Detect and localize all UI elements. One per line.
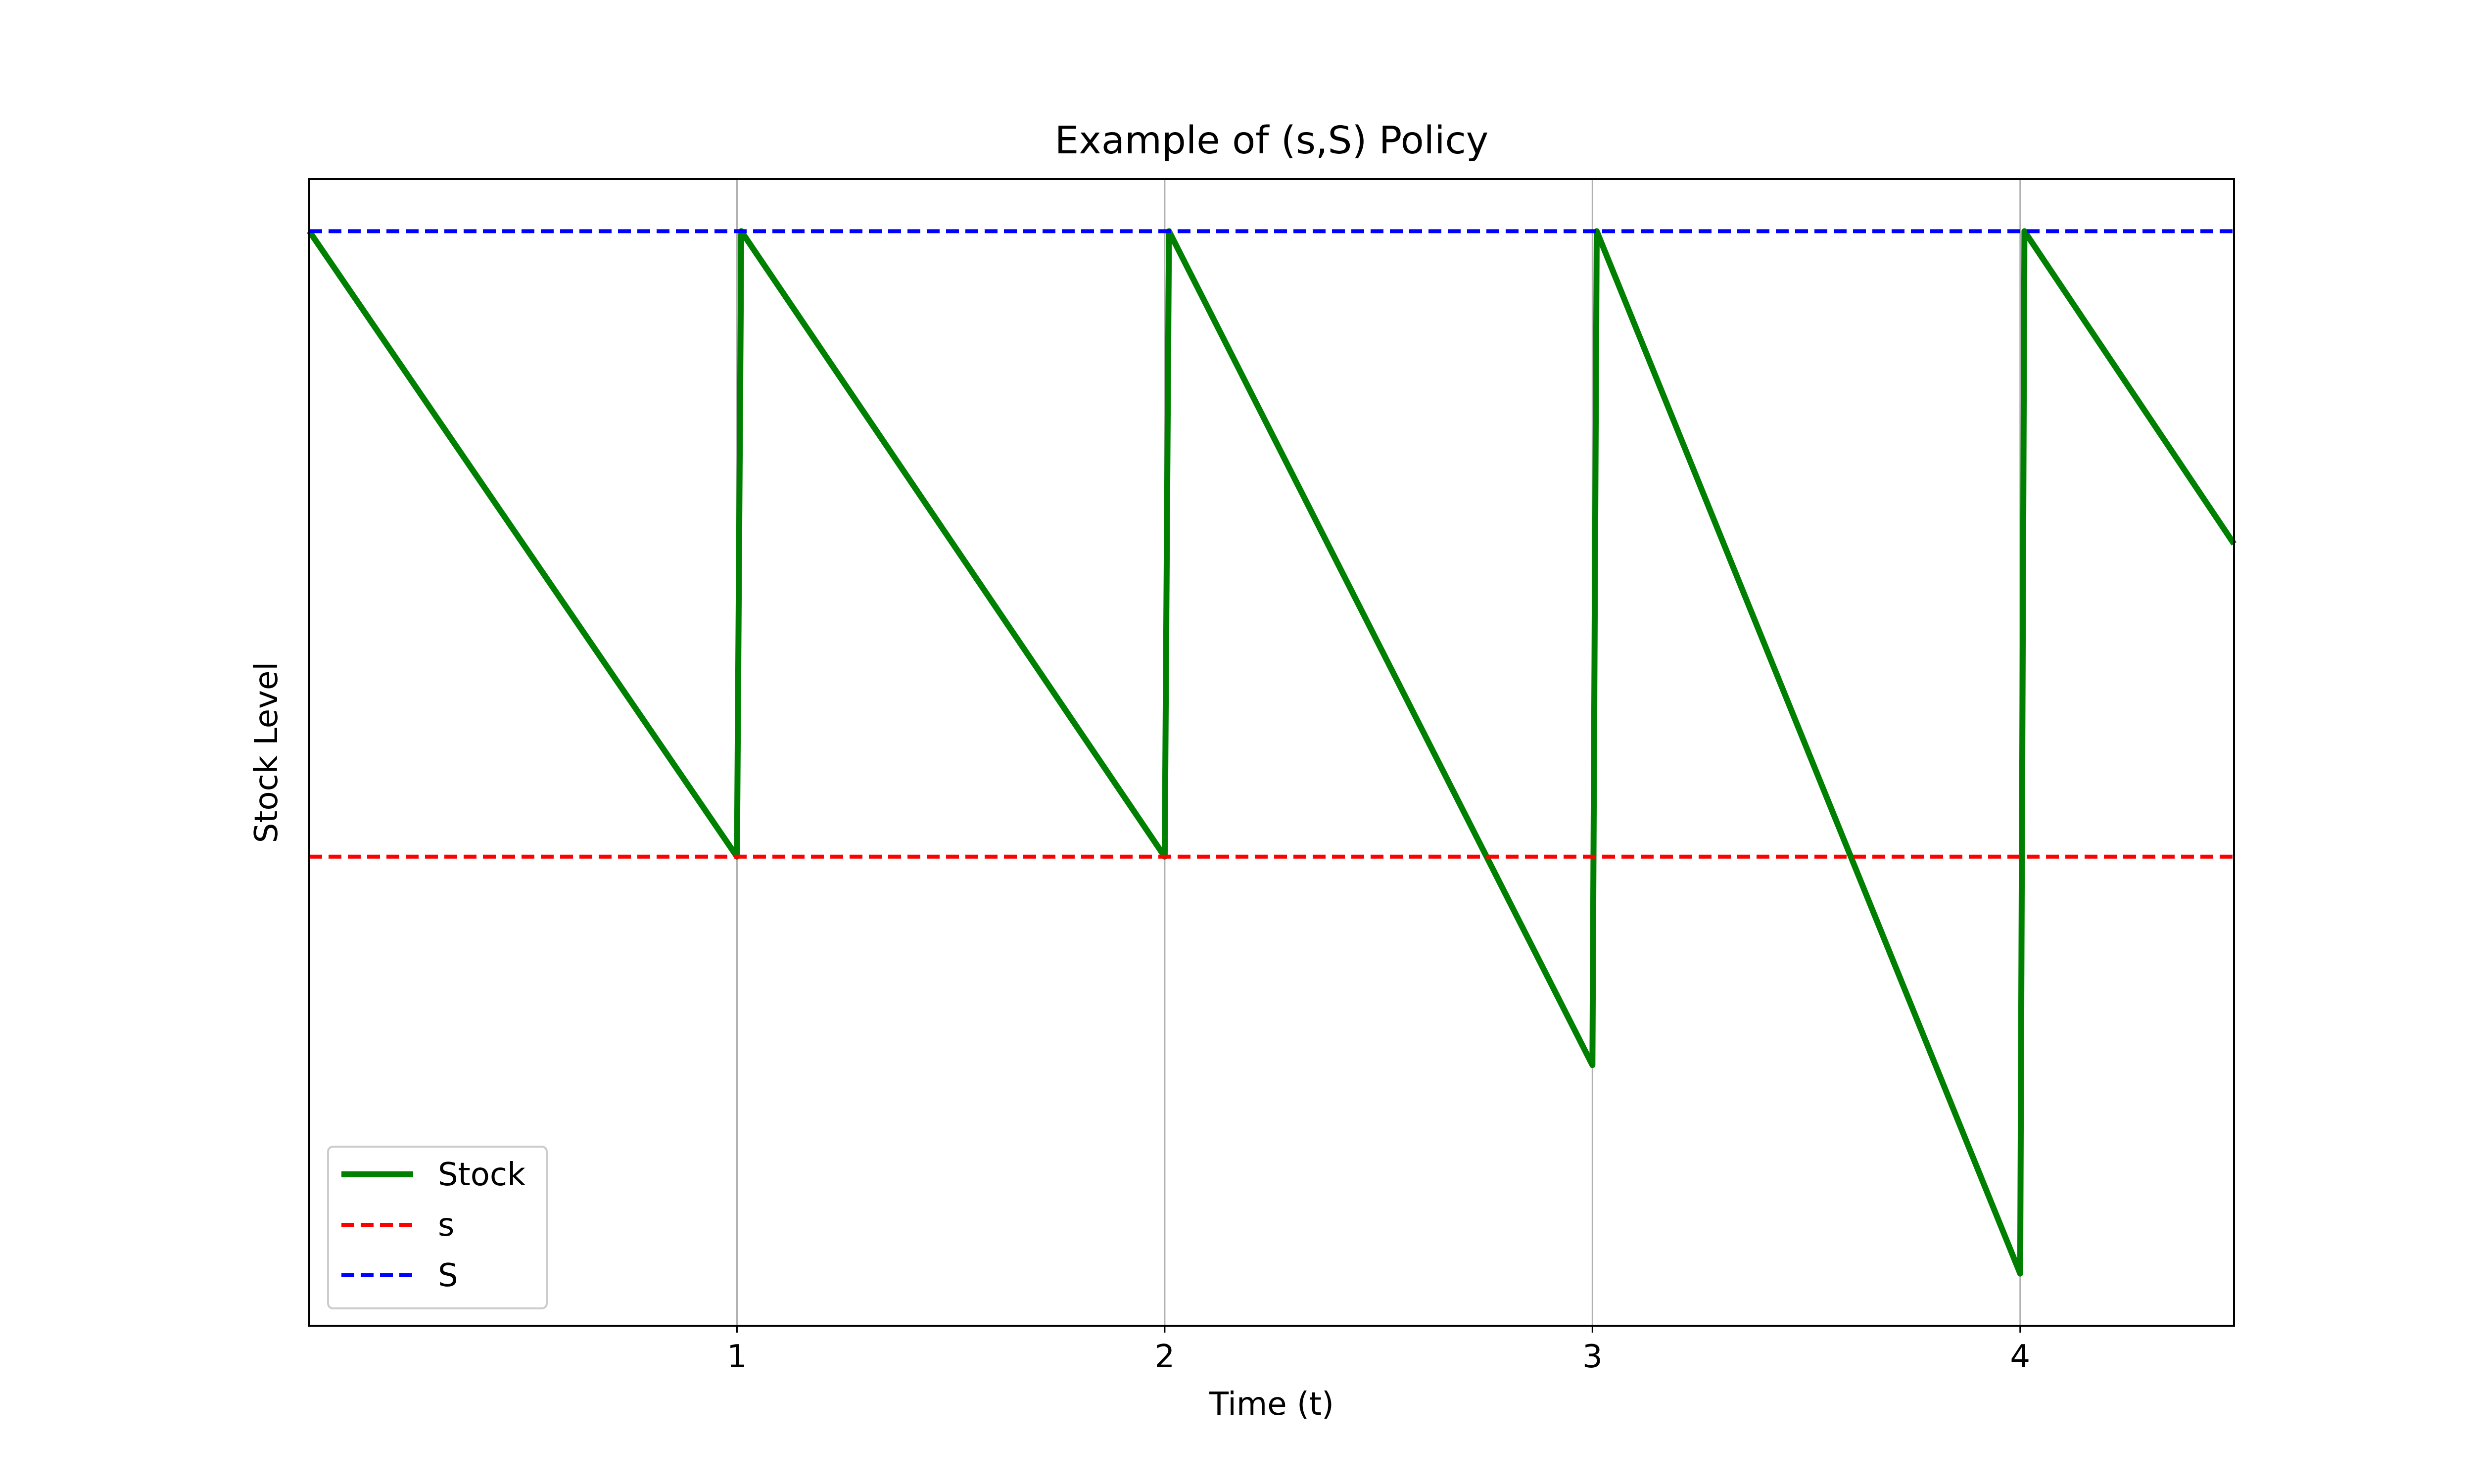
legend-item-stock: Stock — [341, 1157, 525, 1193]
grid-lines — [736, 179, 2021, 1326]
x-tick-label-4: 4 — [2010, 1339, 2030, 1375]
x-tick-label-2: 2 — [1155, 1339, 1175, 1375]
legend-item-s: s — [341, 1207, 454, 1244]
y-axis-label: Stock Level — [248, 662, 285, 843]
x-tick-label-1: 1 — [727, 1339, 747, 1375]
legend: Stock s S — [327, 1146, 548, 1309]
x-tick-label-3: 3 — [1582, 1339, 1603, 1375]
chart-title: Example of (s,S) Policy — [1055, 119, 1489, 163]
plot-frame — [308, 178, 2235, 1327]
legend-label-stock: Stock — [438, 1157, 525, 1193]
legend-label-s: s — [438, 1207, 454, 1244]
x-axis-ticks: 1 2 3 4 — [727, 1326, 2030, 1375]
legend-box — [327, 1146, 548, 1309]
legend-label-upper-s: S — [438, 1257, 458, 1294]
x-axis-label: Time (t) — [1209, 1386, 1334, 1423]
legend-item-upper-s: S — [341, 1257, 458, 1294]
series-stock-line — [307, 228, 2236, 1277]
plot-lines — [307, 228, 2236, 1277]
